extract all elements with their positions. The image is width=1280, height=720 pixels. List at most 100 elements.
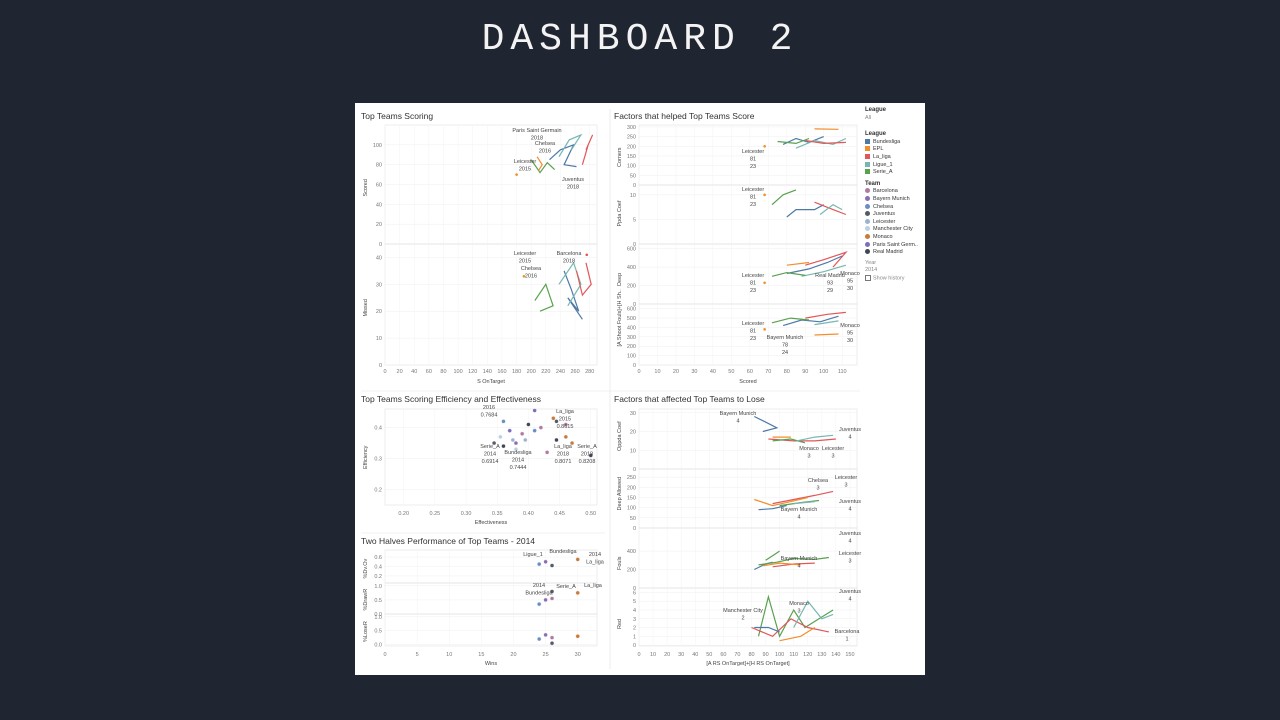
team-legend-item[interactable]: Bayern Munich — [865, 196, 927, 204]
y-tick-label: 30 — [376, 282, 382, 288]
team-legend-item[interactable]: Chelsea — [865, 204, 927, 212]
team-legend-item[interactable]: Juventus — [865, 211, 927, 219]
annotation-label: 2014 — [512, 458, 524, 464]
league-name: Ligue_1 — [873, 161, 893, 168]
y-tick-label: 0.2 — [374, 488, 382, 494]
annotation-label: 24 — [782, 350, 788, 356]
y-axis-label: Deep — [617, 273, 623, 286]
series-point — [585, 253, 589, 257]
y-tick-label: 10 — [376, 336, 382, 342]
y-tick-label: 30 — [630, 411, 636, 417]
y-axis-label: Scored — [363, 179, 369, 196]
x-tick-label: 240 — [556, 369, 565, 375]
annotation-label: 2018 — [531, 136, 543, 142]
scatter-point — [519, 431, 525, 436]
y-axis-label: Missed — [363, 299, 369, 316]
y-tick-label: 5 — [633, 599, 636, 605]
annotation-label: 0.7684 — [481, 413, 498, 419]
x-tick-label: 60 — [747, 369, 753, 375]
x-tick-label: 100 — [775, 652, 784, 658]
scatter-point — [563, 422, 569, 427]
annotation-label: Bundesliga — [549, 549, 577, 555]
scatter-point — [543, 632, 548, 638]
chart-title: Factors that affected Top Teams to Lose — [614, 394, 765, 404]
x-axis-label: Scored — [739, 379, 756, 385]
annotation-label: Bundesliga — [525, 591, 553, 597]
annotation-label: 2014 — [533, 583, 545, 589]
annotation-label: 23 — [750, 288, 756, 294]
team-legend-item[interactable]: Barcelona — [865, 188, 927, 196]
x-tick-label: 110 — [838, 369, 847, 375]
league-swatch-4 — [865, 169, 870, 175]
league-legend-item[interactable]: Serie_A — [865, 169, 927, 177]
team-name: Bayern Munich — [873, 195, 910, 202]
series-line — [762, 562, 801, 567]
x-tick-label: 120 — [468, 369, 477, 375]
x-tick-label: 60 — [426, 369, 432, 375]
annotation-label: Bayern Munich — [781, 507, 818, 513]
x-tick-label: 0.20 — [398, 511, 409, 517]
team-badge-icon — [865, 188, 870, 194]
scatter-point — [513, 447, 519, 452]
league-legend-item[interactable]: Ligue_1 — [865, 162, 927, 170]
annotation-label: Juventus — [839, 589, 861, 595]
scatter-point — [554, 419, 559, 424]
series-line — [549, 143, 577, 168]
chart-title: Factors that helped Top Teams Score — [614, 111, 755, 121]
annotation-label: 3 — [844, 483, 847, 489]
series-line — [771, 317, 810, 324]
y-tick-label: 0.5 — [374, 598, 382, 604]
annotation-label: 2018 — [581, 452, 593, 458]
annotation-label: 2016 — [483, 405, 495, 411]
team-legend-item[interactable]: Leicester — [865, 219, 927, 227]
x-tick-label: 110 — [789, 652, 798, 658]
y-tick-label: 2 — [633, 626, 636, 632]
y-axis-label: Corners — [617, 147, 623, 167]
team-badge-icon — [865, 211, 870, 217]
x-tick-label: 25 — [543, 652, 549, 658]
league-filter-value[interactable]: All — [865, 114, 872, 121]
league-legend-item[interactable]: La_liga — [865, 154, 927, 162]
team-legend-item[interactable]: Manchester City — [865, 226, 927, 234]
scatter-point — [507, 428, 512, 433]
series-point — [522, 274, 526, 278]
annotation-label: Paris Saint Germain — [512, 128, 561, 134]
x-tick-label: 90 — [763, 652, 769, 658]
series-line — [563, 270, 583, 320]
league-name: La_liga — [873, 153, 891, 160]
annotation-label: Manchester City — [723, 608, 763, 614]
chart-title: Top Teams Scoring — [361, 111, 433, 121]
team-legend-item[interactable]: Paris Saint Germ.. — [865, 242, 927, 250]
y-tick-label: 20 — [630, 430, 636, 436]
scatter-point — [498, 434, 503, 440]
annotation-label: 29 — [827, 288, 833, 294]
annotation-label: Juventus — [562, 177, 584, 183]
series-point — [763, 144, 766, 148]
team-legend-title: Team — [865, 180, 881, 187]
y-tick-label: 600 — [627, 307, 636, 313]
x-tick-label: 0.50 — [585, 511, 596, 517]
scatter-point — [538, 425, 544, 430]
team-name: Chelsea — [873, 203, 894, 210]
y-tick-label: 200 — [627, 144, 636, 150]
x-tick-label: 200 — [527, 369, 536, 375]
series-line — [786, 255, 843, 275]
y-tick-label: 400 — [627, 265, 636, 271]
y-tick-label: 0.4 — [374, 426, 382, 432]
y-tick-label: 3 — [633, 617, 636, 623]
team-legend-item[interactable]: Real Madrid — [865, 249, 927, 257]
x-tick-label: 130 — [817, 652, 826, 658]
league-legend-item[interactable]: Bundesliga — [865, 139, 927, 147]
team-legend-item[interactable]: Monaco — [865, 234, 927, 242]
annotation-label: La_liga — [584, 583, 603, 589]
league-legend-item[interactable]: EPL — [865, 146, 927, 154]
y-tick-label: 40 — [376, 255, 382, 261]
x-tick-label: 160 — [497, 369, 506, 375]
annotation-label: Leicester — [839, 551, 861, 557]
scatter-point — [532, 408, 537, 413]
annotation-label: Leicester — [742, 187, 764, 193]
y-tick-label: 1.0 — [374, 615, 382, 621]
team-name: Manchester City — [873, 226, 913, 233]
x-tick-label: 220 — [541, 369, 550, 375]
show-history-toggle[interactable]: Show history — [865, 274, 927, 283]
